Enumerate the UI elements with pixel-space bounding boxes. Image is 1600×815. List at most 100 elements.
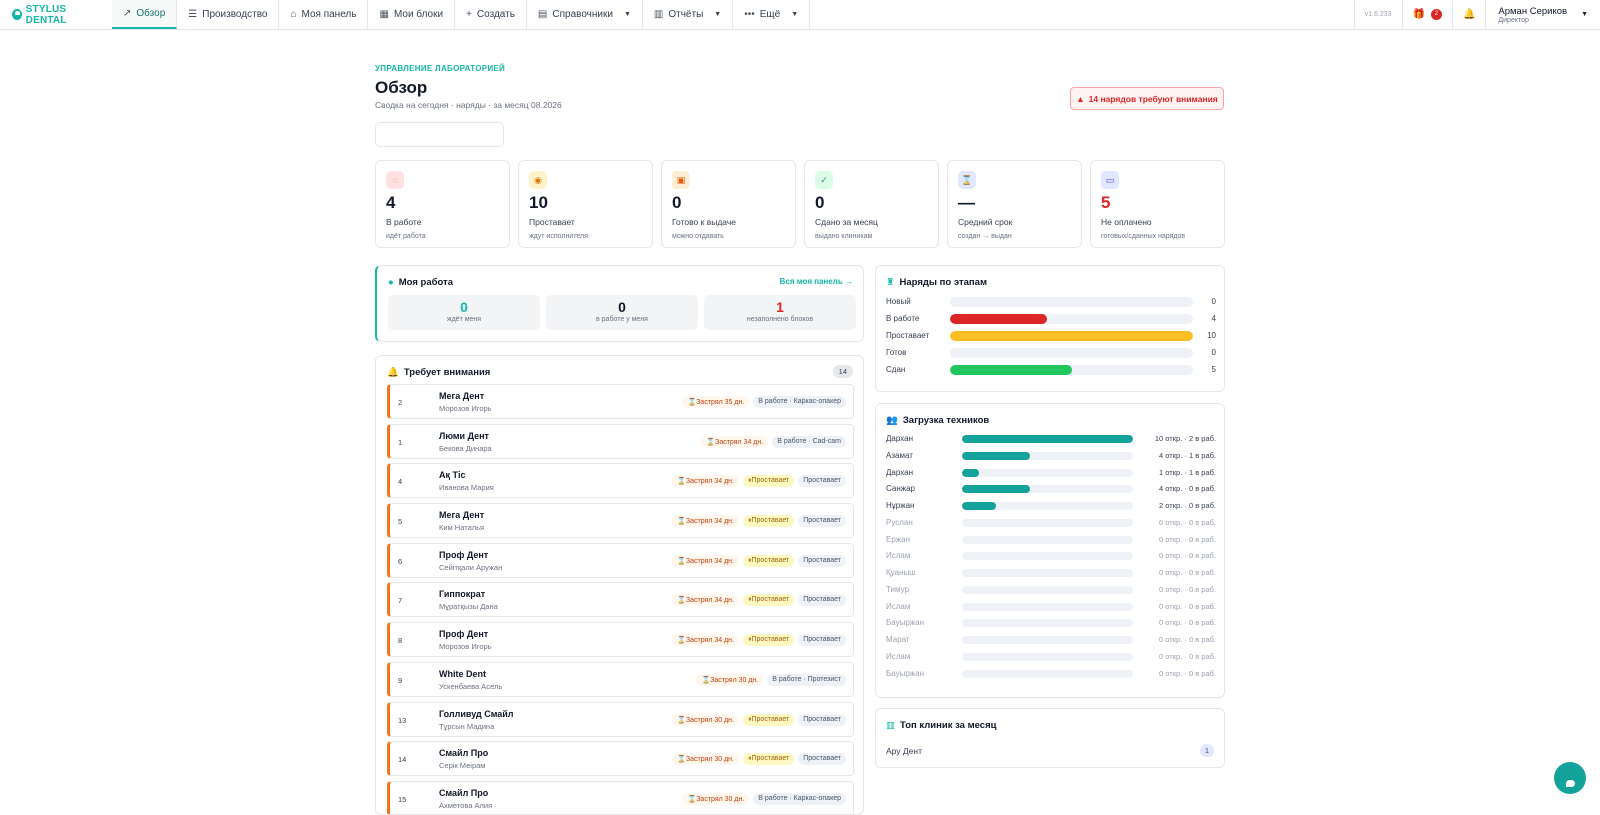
brand-logo[interactable]: STYLUS DENTAL bbox=[0, 0, 112, 29]
clinic-name[interactable]: Ару Дент bbox=[886, 746, 922, 756]
patient-name: Мұратқызы Дана bbox=[439, 602, 498, 612]
stage-bar bbox=[950, 297, 1193, 307]
order-number: 15 bbox=[398, 794, 407, 804]
tech-name: Марат bbox=[886, 635, 910, 644]
status-badge: ⌛Застрял 30 дн. bbox=[672, 753, 739, 766]
nav-more[interactable]: ••• Ещё ▼ bbox=[733, 0, 811, 29]
tech-name: Санжар bbox=[886, 484, 915, 494]
tech-row: Руслан 0 откр. · 0 в раб. bbox=[886, 517, 1216, 529]
attention-row[interactable]: 15 Смайл Про Ахметова Алия ⌛Застрял 30 дн. В… bbox=[387, 780, 854, 814]
stat-label: незаполнено блоков bbox=[746, 316, 814, 323]
nav-production[interactable]: ☰ Производство bbox=[177, 0, 280, 29]
status-badge: ⏸Проставает bbox=[743, 753, 795, 766]
attention-alert[interactable]: ▲ 14 нарядов требуют внимания bbox=[1070, 87, 1224, 110]
tech-load-label: 0 откр. · 0 в раб. bbox=[1159, 618, 1216, 628]
kpi-card[interactable]: ◌ 4 В работе идёт работа bbox=[375, 160, 510, 248]
stages-title: ♜ Наряды по этапам bbox=[886, 277, 987, 288]
kpi-subtext: готовых/сданных нарядов bbox=[1101, 233, 1186, 240]
stage-bar bbox=[950, 314, 1193, 324]
tech-bar bbox=[962, 585, 1133, 594]
status-tags: ⌛Застрял 34 дн. В работе · Cad-cam bbox=[701, 435, 846, 448]
status-badge: ⏸Проставает bbox=[743, 515, 795, 528]
kpi-card[interactable]: ▭ 5 Не оплачено готовых/сданных нарядов bbox=[1090, 160, 1225, 248]
stage-name: Проставает bbox=[886, 331, 930, 340]
attention-row[interactable]: 13 Голливуд Смайл Тұрсын Мадина ⌛Застрял 30… bbox=[387, 701, 854, 737]
nav-overview[interactable]: ↗ Обзор bbox=[112, 0, 178, 29]
status-badge: В работе · Cad-cam bbox=[772, 435, 846, 448]
spinner-icon: ◌ bbox=[386, 171, 404, 189]
order-number: 1 bbox=[398, 437, 403, 447]
attention-row[interactable]: 1 Люми Дент Бекова Динара ⌛Застрял 34 дн. В … bbox=[387, 423, 854, 459]
tech-row: Марат 0 откр. · 0 в раб. bbox=[886, 634, 1216, 646]
my-work-stat[interactable]: 1 незаполнено блоков bbox=[704, 295, 856, 330]
tech-name: Ержан bbox=[886, 534, 911, 544]
list-icon: ☰ bbox=[188, 9, 198, 20]
status-tags: ⌛Застрял 34 дн. ⏸Проставает Проставает bbox=[672, 515, 846, 528]
patient-name: Серік Меірам bbox=[439, 761, 486, 771]
user-menu[interactable]: Арман Сериков Директор ▼ bbox=[1485, 0, 1600, 29]
clinic-name: Ақ Тіс bbox=[439, 470, 466, 481]
tech-bar bbox=[962, 535, 1133, 544]
notifications-button[interactable]: 🔔 bbox=[1451, 0, 1485, 29]
card-title-text: Наряды по этапам bbox=[899, 277, 987, 288]
top-navbar: STYLUS DENTAL ↗ Обзор ☰ Производство ⌂ Моя … bbox=[0, 0, 1600, 30]
kpi-card[interactable]: ◉ 10 Проставает ждут исполнителя bbox=[518, 160, 653, 248]
nav-create[interactable]: + Создать bbox=[455, 0, 527, 29]
status-badge: ⏸Проставает bbox=[743, 554, 795, 567]
attention-row[interactable]: 8 Проф Дент Морозов Игорь ⌛Застрял 34 дн. ⏸П… bbox=[387, 622, 854, 658]
patient-name: Морозов Игорь bbox=[439, 404, 492, 413]
status-badge: ⏸Проставает bbox=[743, 594, 795, 607]
nav-my-blocks[interactable]: ▦ Мои блоки bbox=[368, 0, 456, 29]
stage-bar bbox=[950, 365, 1193, 375]
nav-reports[interactable]: ▥ Отчёты ▼ bbox=[643, 0, 734, 29]
page-title: Обзор bbox=[375, 78, 428, 97]
tech-bar-fill bbox=[962, 435, 1133, 443]
plus-icon: + bbox=[466, 9, 472, 20]
my-panel-link[interactable]: Вся моя панель → bbox=[779, 277, 853, 286]
my-work-stat[interactable]: 0 ждёт меня bbox=[388, 295, 540, 330]
attention-row[interactable]: 9 White Dent Ускенбаева Асель ⌛Застрял 30 д… bbox=[387, 661, 854, 697]
tech-row: Санжар 4 откр. · 0 в раб. bbox=[886, 483, 1216, 495]
tech-name: Дархан bbox=[886, 434, 914, 443]
nav-my-panel[interactable]: ⌂ Моя панель bbox=[279, 0, 369, 29]
kpi-card[interactable]: ✓ 0 Сдано за месяц выдано клиникам bbox=[804, 160, 939, 248]
version-label: v1.6.233 bbox=[1353, 0, 1402, 29]
kpi-value: 0 bbox=[672, 193, 682, 212]
attention-row[interactable]: 14 Смайл Про Серік Меірам ⌛Застрял 30 дн. ⏸П… bbox=[387, 741, 854, 777]
gift-button[interactable]: 🎁 2 bbox=[1401, 0, 1452, 29]
status-badge: ⌛Застрял 34 дн. bbox=[672, 594, 739, 607]
filter-box[interactable] bbox=[375, 122, 504, 147]
attention-row[interactable]: 5 Мега Дент Ким Наталья ⌛Застрял 34 дн. ⏸Про… bbox=[387, 503, 854, 539]
clinic-count-badge: 1 bbox=[1199, 744, 1214, 757]
user-name: Арман Сериков bbox=[1498, 5, 1568, 17]
nav-label: Обзор bbox=[136, 8, 166, 19]
kpi-label: Проставает bbox=[529, 217, 575, 227]
stage-name: Новый bbox=[886, 297, 911, 306]
stage-row: Готов 0 bbox=[886, 347, 1216, 359]
nav-references[interactable]: ▤ Справочники ▼ bbox=[527, 0, 643, 29]
nav-label: Отчёты bbox=[668, 9, 704, 20]
card-title-text: Топ клиник за месяц bbox=[899, 720, 997, 731]
attention-row[interactable]: 7 Гиппократ Мұратқызы Дана ⌛Застрял 34 дн. ⏸… bbox=[387, 582, 854, 618]
user-role: Директор bbox=[1498, 16, 1529, 24]
chat-button[interactable] bbox=[1554, 762, 1586, 794]
tech-row: Дархан 10 откр. · 2 в раб. bbox=[886, 433, 1216, 445]
kpi-value: 5 bbox=[1101, 193, 1111, 212]
kpi-card[interactable]: ▣ 0 Готово к выдаче можно отдавать bbox=[661, 160, 796, 248]
attention-row[interactable]: 2 Мега Дент Морозов Игорь ⌛Застрял 35 дн. В … bbox=[387, 384, 854, 419]
stat-label: ждёт меня bbox=[446, 316, 482, 323]
kpi-card[interactable]: ⌛ — Средний срок создан → выдан bbox=[947, 160, 1082, 248]
attention-row[interactable]: 4 Ақ Тіс Иванова Мария ⌛Застрял 34 дн. ⏸Прос… bbox=[387, 463, 854, 499]
tech-bar bbox=[962, 619, 1133, 628]
nav-label: Мои блоки bbox=[393, 9, 444, 20]
stage-bar bbox=[950, 331, 1193, 341]
patient-name: Ким Наталья bbox=[439, 523, 485, 533]
status-badge: ⌛Застрял 34 дн. bbox=[672, 554, 739, 567]
patient-name: Морозов Игорь bbox=[439, 642, 492, 652]
attention-row[interactable]: 6 Проф Дент Сейітқали Аружан ⌛Застрял 34 дн… bbox=[387, 542, 854, 578]
tech-bar bbox=[962, 485, 1133, 494]
tech-bar bbox=[962, 451, 1133, 460]
tech-bar bbox=[962, 518, 1133, 527]
tech-load-label: 0 откр. · 0 в раб. bbox=[1159, 551, 1216, 561]
